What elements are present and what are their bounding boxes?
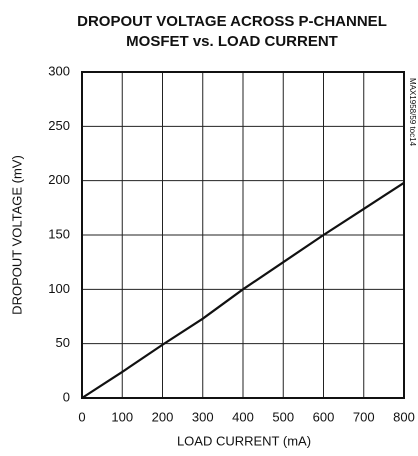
annotation: MAX1958/59 toc14	[408, 78, 417, 147]
x-tick-label: 700	[353, 409, 375, 424]
x-tick-label: 100	[111, 409, 133, 424]
x-tick-label: 0	[78, 409, 85, 424]
line-series	[81, 181, 405, 399]
x-tick-label: 500	[272, 409, 294, 424]
x-tick-label: 400	[232, 409, 254, 424]
x-tick-label: 300	[192, 409, 214, 424]
y-tick-label: 300	[48, 63, 70, 78]
x-tick-label: 800	[393, 409, 415, 424]
chart-title: MOSFET vs. LOAD CURRENT	[126, 33, 338, 50]
x-tick-label: 200	[152, 409, 174, 424]
y-tick-label: 0	[63, 389, 70, 404]
y-tick-label: 250	[48, 118, 70, 133]
x-tick-label: 600	[313, 409, 335, 424]
y-tick-label: 100	[48, 281, 70, 296]
y-axis-label: DROPOUT VOLTAGE (mV)	[9, 155, 24, 315]
x-axis-label: LOAD CURRENT (mA)	[177, 433, 311, 448]
y-tick-label: 50	[56, 335, 70, 350]
y-tick-label: 150	[48, 226, 70, 241]
chart-title: DROPOUT VOLTAGE ACROSS P-CHANNEL	[77, 13, 387, 30]
plot-frame	[81, 71, 405, 399]
y-tick-label: 200	[48, 172, 70, 187]
